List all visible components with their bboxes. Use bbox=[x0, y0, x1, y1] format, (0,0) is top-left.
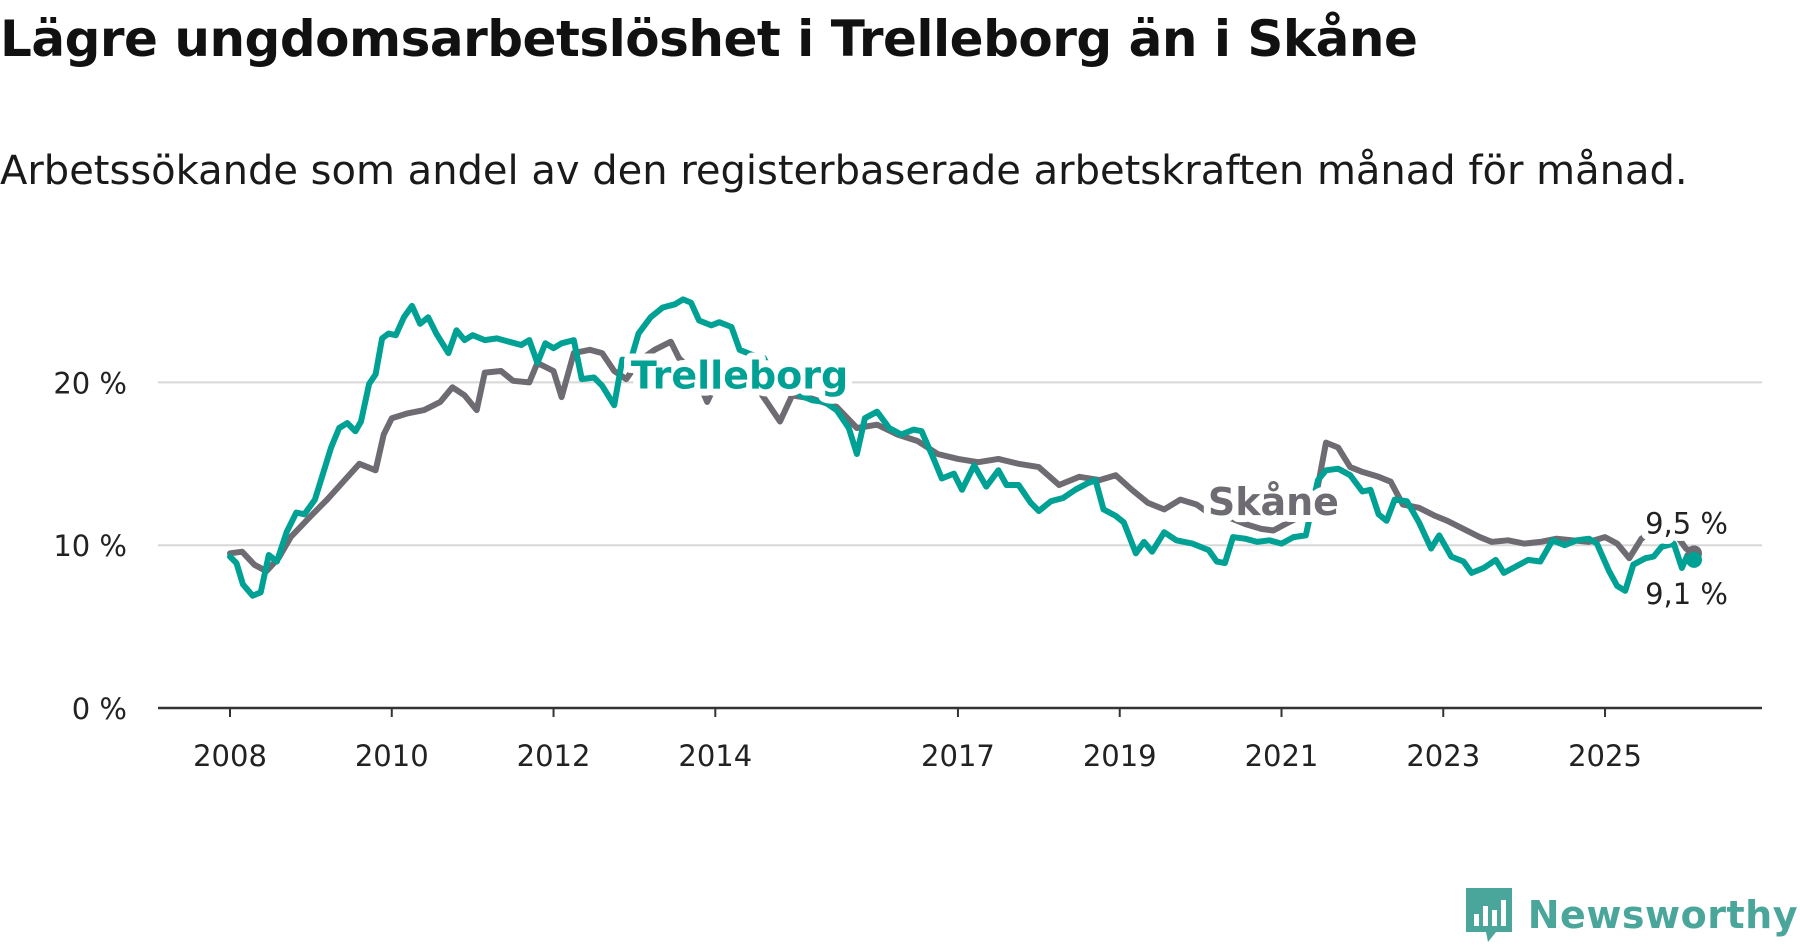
series-line-skne bbox=[227, 338, 1697, 575]
newsworthy-logo: Newsworthy bbox=[1462, 884, 1798, 946]
y-tick-label-0: 0 % bbox=[72, 692, 127, 726]
x-tick-label-2019: 2019 bbox=[1083, 739, 1157, 773]
label-skane-halo: Skåne bbox=[1208, 480, 1339, 524]
chart-title: Lägre ungdomsarbetslöshet i Trelleborg ä… bbox=[0, 10, 1418, 68]
y-tick-label-10: 10 % bbox=[53, 529, 127, 563]
x-tick-label-2025: 2025 bbox=[1568, 739, 1642, 773]
x-tick-label-2010: 2010 bbox=[355, 739, 429, 773]
series-line-trelleborg bbox=[227, 296, 1697, 599]
label-skane: Skåne bbox=[1208, 480, 1339, 524]
x-tick-label-2017: 2017 bbox=[921, 739, 995, 773]
y-axis-ticks: 0 % 10 % 20 % bbox=[53, 366, 127, 726]
end-point-trelleborg bbox=[1686, 551, 1702, 568]
x-tick-label-2021: 2021 bbox=[1245, 739, 1319, 773]
x-tick-label-2023: 2023 bbox=[1406, 739, 1480, 773]
series-lines bbox=[227, 296, 1702, 599]
newsworthy-chat-icon bbox=[1465, 888, 1512, 942]
label-trelleborg: Trelleborg bbox=[631, 353, 848, 397]
gridlines bbox=[158, 381, 1762, 547]
end-label-skane: 9,5 % bbox=[1645, 506, 1728, 540]
y-tick-label-20: 20 % bbox=[53, 366, 127, 400]
end-label-trelleborg-halo: 9,1 % bbox=[1645, 577, 1728, 611]
x-axis-ticks: 2008 2010 2012 2014 2017 2019 2021 2023 2025 bbox=[193, 708, 1642, 773]
label-trelleborg-halo: Trelleborg bbox=[631, 353, 848, 397]
end-label-trelleborg: 9,1 % bbox=[1645, 577, 1728, 611]
end-label-skane-halo: 9,5 % bbox=[1645, 506, 1728, 540]
x-tick-label-2014: 2014 bbox=[678, 739, 752, 773]
brand-name: Newsworthy bbox=[1527, 893, 1798, 937]
x-tick-label-2008: 2008 bbox=[193, 739, 267, 773]
x-tick-label-2012: 2012 bbox=[517, 739, 591, 773]
chart-subtitle: Arbetssökande som andel av den registerb… bbox=[0, 148, 1688, 194]
